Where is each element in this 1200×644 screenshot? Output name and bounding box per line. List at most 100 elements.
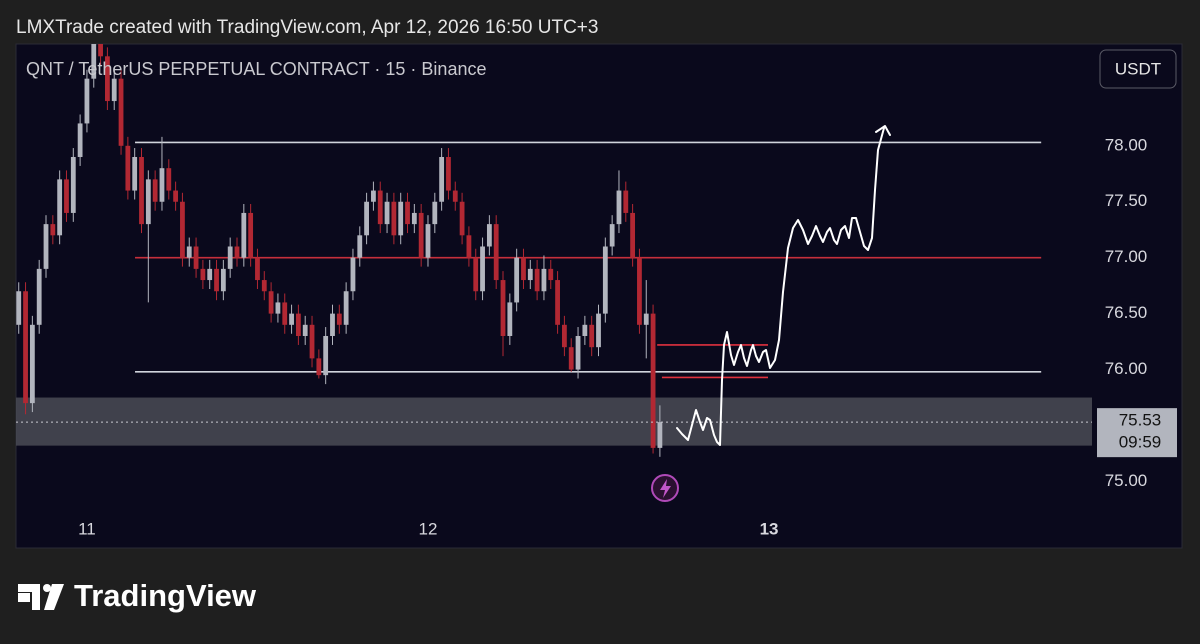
candle-body bbox=[330, 313, 335, 336]
candle-body bbox=[493, 224, 499, 281]
y-tick-label: 77.50 bbox=[1105, 191, 1148, 210]
candle-body bbox=[70, 156, 76, 213]
lightning bbox=[660, 479, 671, 498]
candle-body bbox=[527, 268, 533, 281]
candle-body bbox=[439, 156, 445, 202]
candle-body bbox=[16, 291, 22, 325]
candle-body bbox=[159, 168, 165, 202]
candle-body bbox=[637, 257, 642, 325]
candle-body bbox=[411, 212, 417, 225]
candle-body bbox=[534, 268, 540, 292]
candle-body bbox=[261, 280, 267, 292]
last-price-box bbox=[1097, 408, 1177, 458]
candle-body bbox=[391, 201, 397, 236]
candle-body bbox=[36, 268, 42, 325]
axes: 75.00 76.00 76.50 77.00 77.50 78.00 11 12 13 75.5… bbox=[78, 135, 1177, 538]
candle-body bbox=[446, 156, 451, 191]
candle-body bbox=[473, 257, 479, 292]
candle-body bbox=[623, 190, 629, 213]
logo-slash bbox=[44, 584, 64, 610]
currency-button[interactable] bbox=[1099, 49, 1177, 89]
candle-body bbox=[220, 268, 226, 292]
candle-body bbox=[200, 268, 206, 281]
candle-body bbox=[118, 78, 124, 146]
candle-body bbox=[486, 224, 492, 247]
candle-body bbox=[193, 246, 199, 269]
candle-body bbox=[268, 291, 274, 314]
candle-body bbox=[145, 179, 151, 225]
candle-body bbox=[548, 268, 554, 281]
candle-body bbox=[418, 212, 424, 258]
candle-body bbox=[384, 201, 390, 225]
candle-body bbox=[582, 324, 588, 336]
candle-body bbox=[357, 235, 363, 258]
candle-body bbox=[630, 212, 636, 258]
candle-body bbox=[98, 44, 103, 57]
x-tick-label: 13 bbox=[760, 519, 779, 538]
candle-body bbox=[282, 302, 288, 325]
candle-body bbox=[207, 268, 213, 281]
y-tick-label: 76.00 bbox=[1105, 359, 1148, 378]
candle-body bbox=[500, 280, 506, 336]
candle-body bbox=[64, 179, 69, 213]
candle-body bbox=[425, 224, 431, 258]
candle-body bbox=[480, 246, 485, 292]
candle-body bbox=[111, 78, 117, 102]
x-tick-label: 11 bbox=[78, 519, 96, 538]
candle-body bbox=[507, 302, 513, 336]
candle-body bbox=[316, 358, 322, 376]
candle-body bbox=[255, 257, 260, 281]
candle-body bbox=[323, 335, 329, 376]
candle-body bbox=[377, 190, 383, 225]
candle-body bbox=[589, 324, 595, 348]
hand-drawing bbox=[676, 125, 891, 446]
candle-body bbox=[650, 313, 656, 448]
candle-body bbox=[77, 123, 83, 157]
candle-body bbox=[371, 190, 376, 202]
candle-body bbox=[405, 201, 410, 225]
scribble-path bbox=[676, 127, 885, 446]
candle-body bbox=[43, 224, 49, 269]
brand-logo: TradingView bbox=[18, 578, 257, 613]
candle-body bbox=[398, 201, 404, 236]
y-tick-label: 77.00 bbox=[1105, 247, 1148, 266]
y-tick-label: 78.00 bbox=[1105, 135, 1148, 154]
x-tick-label: 12 bbox=[419, 519, 438, 538]
candle-body bbox=[364, 201, 369, 236]
countdown-label: 09:59 bbox=[1119, 433, 1162, 452]
candle-body bbox=[132, 156, 138, 191]
candle-body bbox=[289, 313, 294, 325]
candle-body bbox=[602, 246, 608, 314]
candle-body bbox=[562, 324, 567, 348]
candle-body bbox=[514, 257, 520, 303]
y-tick-label: 76.50 bbox=[1105, 303, 1148, 322]
candle-body bbox=[616, 190, 622, 225]
candle-body bbox=[657, 422, 663, 448]
candle-body bbox=[302, 324, 308, 336]
candle-body bbox=[29, 324, 35, 404]
candle-body bbox=[180, 201, 185, 258]
currency-label: USDT bbox=[1115, 59, 1161, 78]
brand-name: TradingView bbox=[74, 578, 257, 613]
plot-area bbox=[16, 44, 1092, 457]
candle-body bbox=[336, 313, 342, 325]
candle-body bbox=[432, 201, 438, 225]
candle-body bbox=[57, 179, 63, 236]
candle-body bbox=[643, 313, 649, 325]
candle-body bbox=[84, 78, 90, 124]
candle-body bbox=[152, 179, 158, 202]
logo-mark bbox=[18, 584, 40, 610]
candle-body bbox=[343, 291, 349, 325]
candle-body bbox=[275, 302, 281, 314]
candle-body bbox=[23, 291, 28, 404]
y-tick-label: 75.00 bbox=[1105, 471, 1148, 490]
candle-body bbox=[575, 335, 581, 370]
candle-body bbox=[248, 212, 254, 258]
chart-title: QNT / TetherUS PERPETUAL CONTRACT · 15 ·… bbox=[26, 59, 486, 79]
candle-body bbox=[309, 324, 315, 359]
candle-body bbox=[466, 235, 472, 258]
chart-panel bbox=[15, 43, 1183, 549]
candle-body bbox=[105, 56, 110, 102]
